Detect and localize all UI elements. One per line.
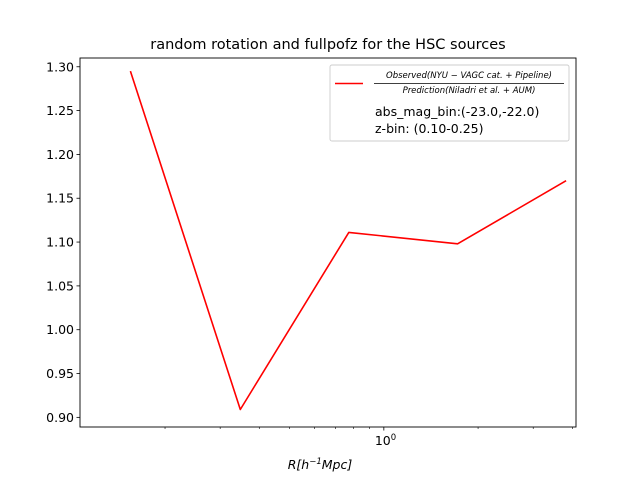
legend: Observed(NYU − VAGC cat. + Pipeline) Pre… [329, 64, 570, 142]
x-axis-label-tail: Mpc] [322, 457, 353, 472]
legend-box [329, 64, 570, 142]
chart-title: random rotation and fullpofz for the HSC… [150, 37, 505, 53]
legend-annotation-z: z-bin: (0.10-0.25) [375, 121, 484, 136]
x-axis-label: R[h−1Mpc] [288, 457, 353, 472]
x-tick-label-base: 10 [375, 433, 391, 448]
x-axis: 100 [164, 427, 573, 448]
x-axis-label-base: R[h [288, 457, 310, 472]
y-tick-label: 1.30 [46, 59, 74, 74]
y-tick-label: 1.10 [46, 235, 74, 250]
y-tick-label: 0.90 [46, 410, 74, 425]
legend-numerator: Observed(NYU − VAGC cat. + Pipeline) [386, 71, 552, 81]
series-layer [129, 70, 567, 411]
y-tick-label: 1.25 [46, 103, 74, 118]
x-tick-label: 100 [375, 433, 396, 448]
legend-annotation-mag: abs_mag_bin:(-23.0,-22.0) [375, 104, 539, 119]
y-axis: 0.90 0.95 1.00 1.05 1.10 1.15 1.20 1.25 1.30 [46, 59, 80, 425]
series-line [129, 70, 567, 411]
y-tick-label: 1.05 [46, 278, 74, 293]
y-tick-label: 1.00 [46, 322, 74, 337]
legend-denominator: Prediction(Niladri et al. + AUM) [403, 86, 536, 96]
x-tick-label-sup: 0 [391, 433, 396, 443]
y-tick-label: 1.15 [46, 191, 74, 206]
x-axis-label-sup: −1 [309, 457, 322, 467]
y-tick-label: 0.95 [46, 366, 74, 381]
plot-frame [79, 57, 577, 428]
y-tick-label: 1.20 [46, 147, 74, 162]
